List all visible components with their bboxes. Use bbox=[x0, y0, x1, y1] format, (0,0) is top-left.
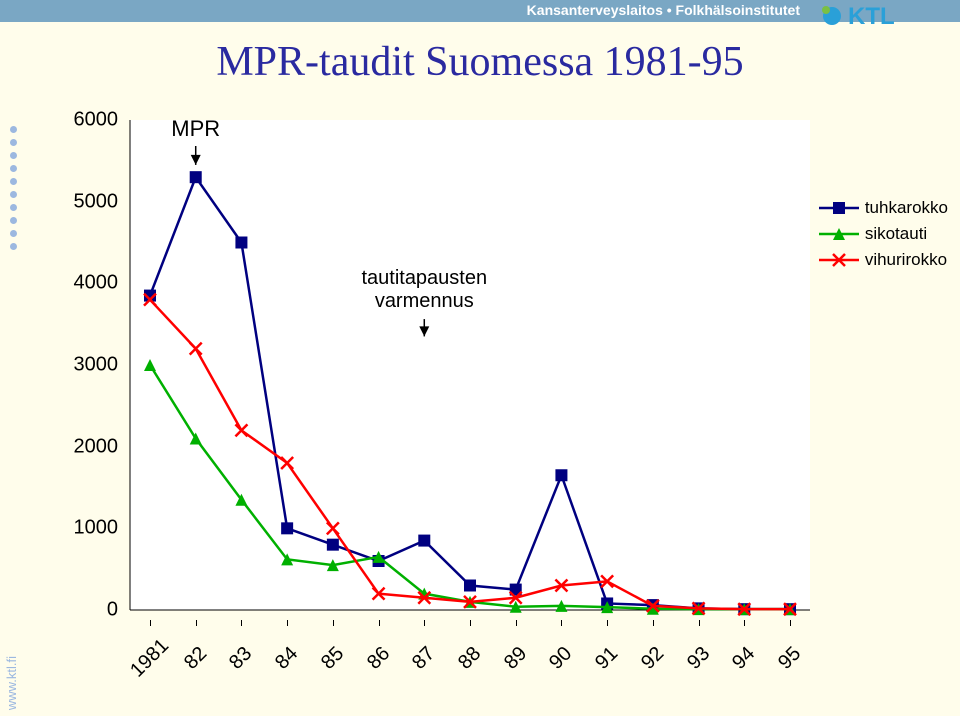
header-bullet: • bbox=[667, 2, 672, 18]
sidebar-url: www.ktl.fi bbox=[4, 656, 19, 710]
x-tick bbox=[379, 620, 380, 626]
sidebar-dot bbox=[10, 230, 17, 237]
x-tick bbox=[699, 620, 700, 626]
marker-square bbox=[464, 580, 476, 592]
ktl-logo-icon: KTL bbox=[818, 0, 948, 32]
x-tick-label: 83 bbox=[225, 643, 257, 675]
y-tick-label: 1000 bbox=[74, 517, 119, 540]
y-tick-label: 0 bbox=[107, 599, 118, 622]
logo-text: KTL bbox=[848, 3, 895, 30]
series-line-vihurirokko bbox=[150, 300, 790, 610]
legend-label-sikotauti: sikotauti bbox=[865, 224, 927, 244]
y-axis: 0100020003000400050006000 bbox=[60, 120, 124, 610]
logo: KTL bbox=[818, 0, 948, 32]
sidebar-dot bbox=[10, 178, 17, 185]
x-tick bbox=[516, 620, 517, 626]
x-tick-label: 85 bbox=[317, 643, 349, 675]
x-tick bbox=[561, 620, 562, 626]
legend-label-vihurirokko: vihurirokko bbox=[865, 250, 947, 270]
slide: Kansanterveyslaitos • Folkhälsoinstitute… bbox=[0, 0, 960, 716]
x-tick bbox=[196, 620, 197, 626]
marker-x bbox=[190, 343, 202, 355]
plot-svg bbox=[130, 120, 810, 610]
x-tick-label: 1981 bbox=[126, 635, 174, 683]
annotation-arrow-mpr bbox=[191, 146, 201, 165]
legend-label-tuhkarokko: tuhkarokko bbox=[865, 198, 948, 218]
header-text: Kansanterveyslaitos • Folkhälsoinstitute… bbox=[527, 2, 800, 18]
y-tick-label: 2000 bbox=[74, 435, 119, 458]
y-tick-label: 4000 bbox=[74, 272, 119, 295]
y-tick-label: 5000 bbox=[74, 190, 119, 213]
marker-square bbox=[327, 539, 339, 551]
page-title: MPR-taudit Suomessa 1981-95 bbox=[0, 38, 960, 86]
x-tick bbox=[241, 620, 242, 626]
x-tick bbox=[150, 620, 151, 626]
legend: tuhkarokko sikotauti vihurirokko bbox=[819, 198, 948, 276]
y-tick-label: 6000 bbox=[74, 109, 119, 132]
marker-triangle bbox=[144, 359, 156, 371]
x-axis: 19818283848586878889909192939495 bbox=[130, 620, 810, 670]
header-org1: Kansanterveyslaitos bbox=[527, 2, 663, 18]
x-tick-label: 90 bbox=[545, 643, 577, 675]
x-tick bbox=[333, 620, 334, 626]
sidebar-dot bbox=[10, 217, 17, 224]
marker-x bbox=[235, 424, 247, 436]
legend-row-sikotauti: sikotauti bbox=[819, 224, 948, 244]
sidebar-dot bbox=[10, 204, 17, 211]
x-tick bbox=[287, 620, 288, 626]
sidebar-dot bbox=[10, 165, 17, 172]
x-tick-label: 87 bbox=[408, 643, 440, 675]
plot-area bbox=[130, 120, 810, 610]
marker-square bbox=[555, 469, 567, 481]
header-band bbox=[0, 0, 960, 22]
x-tick-label: 82 bbox=[180, 643, 212, 675]
x-tick-label: 91 bbox=[591, 643, 623, 675]
annotation-arrow-varmennus bbox=[419, 319, 429, 336]
x-tick-label: 95 bbox=[774, 643, 806, 675]
sidebar-dot bbox=[10, 152, 17, 159]
annotation-mpr: MPR bbox=[116, 116, 276, 142]
marker-x bbox=[281, 457, 293, 469]
x-tick bbox=[470, 620, 471, 626]
series-line-sikotauti bbox=[150, 365, 790, 609]
x-tick bbox=[607, 620, 608, 626]
y-tick-label: 3000 bbox=[74, 354, 119, 377]
sidebar-dot bbox=[10, 126, 17, 133]
legend-marker-sikotauti bbox=[819, 225, 859, 243]
legend-marker-vihurirokko bbox=[819, 251, 859, 269]
marker-x bbox=[327, 522, 339, 534]
x-tick-label: 86 bbox=[363, 643, 395, 675]
marker-square bbox=[190, 171, 202, 183]
marker-square bbox=[281, 522, 293, 534]
marker-triangle bbox=[190, 433, 202, 445]
marker-square bbox=[833, 202, 845, 214]
legend-row-tuhkarokko: tuhkarokko bbox=[819, 198, 948, 218]
x-tick-label: 88 bbox=[454, 643, 486, 675]
x-tick bbox=[424, 620, 425, 626]
sidebar-dot bbox=[10, 243, 17, 250]
marker-square bbox=[235, 237, 247, 249]
x-tick-label: 94 bbox=[728, 643, 760, 675]
sidebar-dot bbox=[10, 139, 17, 146]
x-tick-label: 93 bbox=[683, 643, 715, 675]
sidebar-dots bbox=[0, 126, 26, 250]
legend-marker-tuhkarokko bbox=[819, 199, 859, 217]
marker-square bbox=[418, 535, 430, 547]
x-tick-label: 89 bbox=[500, 643, 532, 675]
chart: 0100020003000400050006000 19818283848586… bbox=[60, 120, 920, 680]
x-tick bbox=[653, 620, 654, 626]
annotation-varmennus: tautitapaustenvarmennus bbox=[344, 267, 504, 313]
x-tick bbox=[744, 620, 745, 626]
sidebar: www.ktl.fi bbox=[0, 120, 26, 716]
header-org2: Folkhälsoinstitutet bbox=[676, 2, 800, 18]
x-tick-label: 92 bbox=[637, 643, 669, 675]
x-tick-label: 84 bbox=[271, 643, 303, 675]
x-tick bbox=[790, 620, 791, 626]
sidebar-dot bbox=[10, 191, 17, 198]
legend-row-vihurirokko: vihurirokko bbox=[819, 250, 948, 270]
